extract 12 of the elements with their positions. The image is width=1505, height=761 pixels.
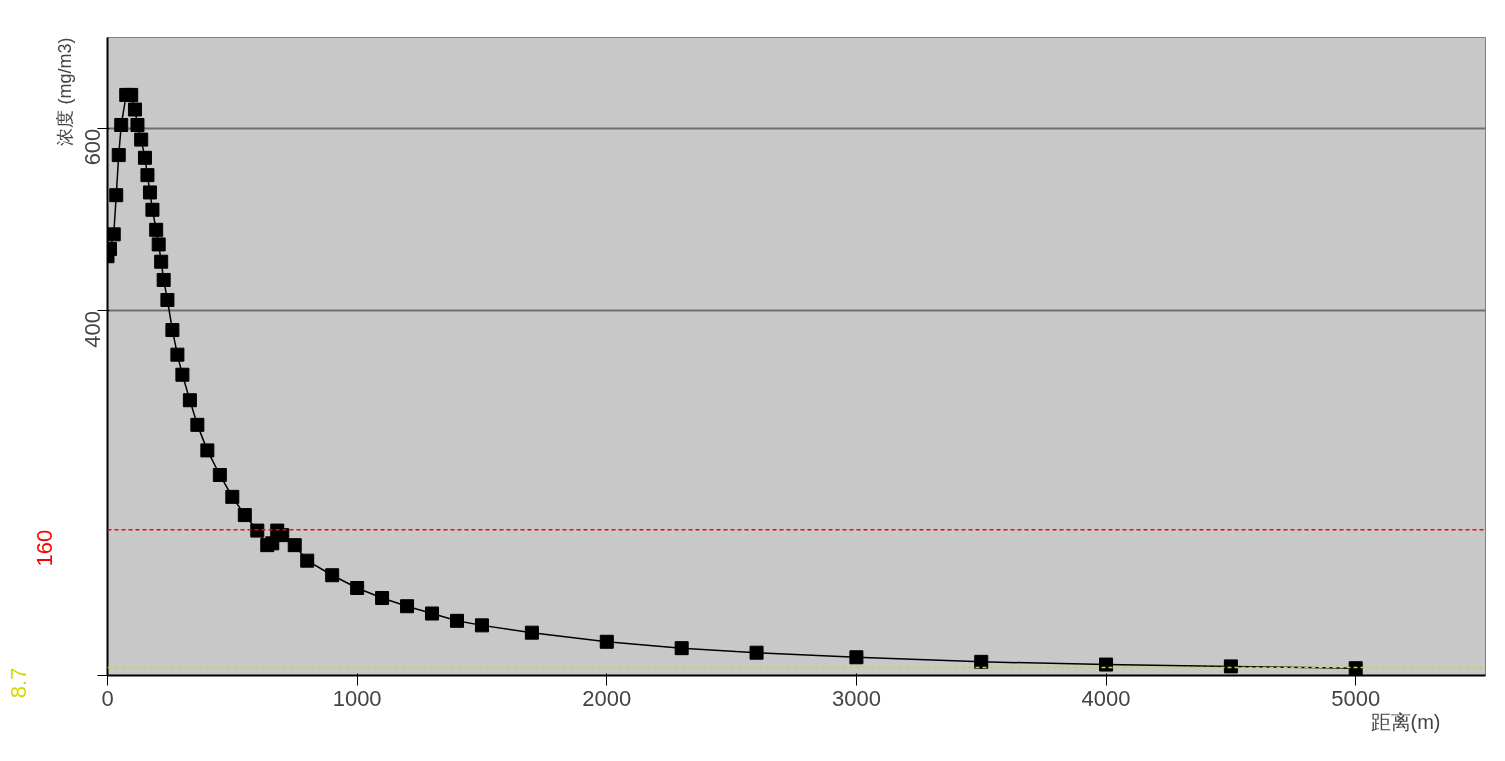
x-tick-label: 1000 [332, 685, 382, 711]
x-tick-label: 0 [101, 685, 114, 711]
y-tick-label: 600 [80, 128, 105, 166]
x-tick-label: 3000 [831, 685, 881, 711]
y-axis-title: 浓度 (mg/m3) [54, 37, 75, 146]
x-tick-label: 2000 [582, 685, 632, 711]
x-tick-label: 4000 [1081, 685, 1131, 711]
ref-line-label: 8.7 [6, 667, 31, 699]
x-axis-title: 距离(m) [1370, 710, 1441, 733]
y-tick-label: 400 [80, 310, 105, 348]
ref-line-label: 160 [32, 529, 57, 567]
x-tick-label: 5000 [1331, 685, 1381, 711]
